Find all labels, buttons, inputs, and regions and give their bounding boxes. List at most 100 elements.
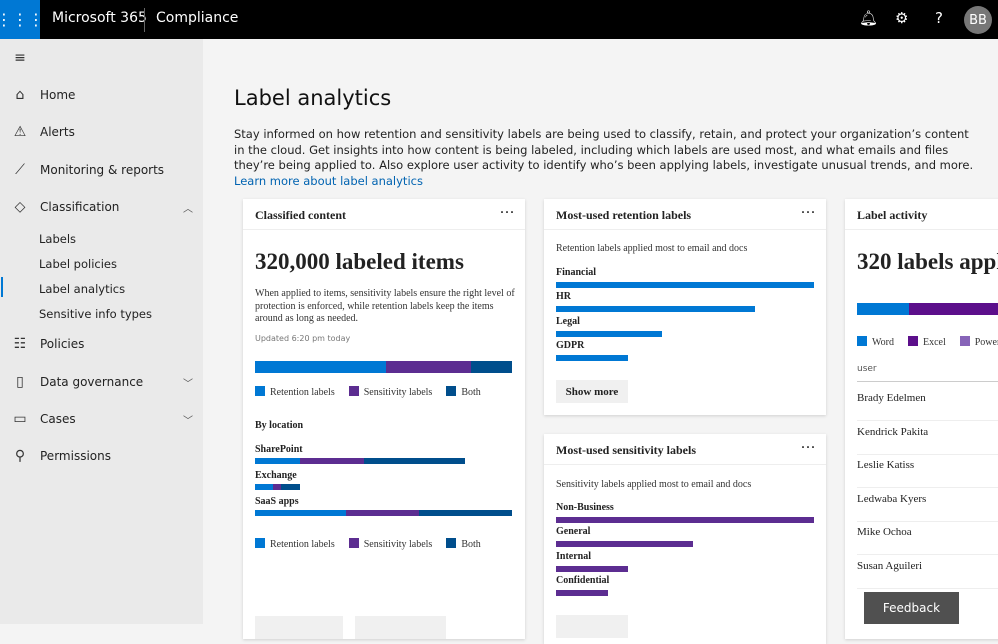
selected-indicator bbox=[1, 277, 3, 297]
more-options-icon[interactable]: ··· bbox=[800, 440, 816, 454]
label-name: Financial bbox=[556, 267, 597, 278]
label-bar[interactable] bbox=[556, 541, 693, 548]
key-icon: ⚲ bbox=[14, 448, 26, 464]
sidebar-sub-labels[interactable]: Labels bbox=[39, 232, 77, 246]
sidebar-item-permissions[interactable]: ⚲ Permissions bbox=[0, 444, 203, 468]
sidebar-item-home[interactable]: ⌂ Home bbox=[0, 83, 203, 107]
more-options-icon[interactable]: ··· bbox=[800, 205, 816, 219]
bar-segment-both bbox=[364, 458, 465, 464]
chart-icon: ⟋ bbox=[15, 162, 25, 178]
card-subtitle: Sensitivity labels applied most to email… bbox=[556, 479, 752, 490]
waffle-icon[interactable]: ⋮⋮⋮ bbox=[0, 0, 44, 39]
sidebar-item-monitoring[interactable]: ⟋ Monitoring & reports bbox=[0, 158, 203, 182]
gear-icon[interactable]: ⚙ bbox=[895, 9, 909, 27]
label-name: Non-Business bbox=[556, 502, 614, 513]
user-row[interactable]: Mike Ochoa bbox=[857, 522, 998, 555]
legend-both: Both bbox=[446, 386, 481, 398]
sidebar-sub-label-policies[interactable]: Label policies bbox=[39, 257, 117, 271]
avatar[interactable]: BB bbox=[964, 6, 992, 34]
bar-segment-excel bbox=[909, 303, 998, 315]
hamburger-icon[interactable]: ≡ bbox=[14, 50, 26, 66]
app-name[interactable]: Compliance bbox=[156, 10, 239, 26]
user-row[interactable]: Leslie Katiss bbox=[857, 455, 998, 488]
label-activity-card: Label activity 320 labels appli Word Exc… bbox=[845, 199, 998, 639]
sidebar: ≡ ⌂ Home ⚠ Alerts ⟋ Monitoring & reports ◇ C… bbox=[0, 39, 203, 624]
label-name: Confidential bbox=[556, 574, 610, 586]
total-stacked-bar bbox=[255, 361, 512, 373]
more-options-icon[interactable]: ··· bbox=[499, 205, 515, 219]
brand[interactable]: Microsoft 365 bbox=[52, 10, 147, 26]
label: Home bbox=[40, 88, 76, 102]
bar-segment-both bbox=[281, 484, 300, 490]
label-bar[interactable] bbox=[556, 330, 662, 337]
location-bar bbox=[255, 510, 512, 516]
page-title: Label analytics bbox=[234, 86, 392, 110]
label-bar[interactable] bbox=[556, 282, 814, 288]
label-name: Legal bbox=[556, 315, 580, 327]
bar-segment-sensitivity bbox=[273, 484, 281, 490]
user-row[interactable]: Kendrick Pakita bbox=[857, 422, 998, 455]
sliders-icon: ☷ bbox=[13, 336, 27, 352]
user-row[interactable]: Brady Edelmen bbox=[857, 388, 998, 421]
label: Classification bbox=[40, 200, 120, 214]
retention-labels-card: Most-used retention labels ··· Retention … bbox=[544, 199, 826, 415]
sidebar-item-classification[interactable]: ◇ Classification ︿ bbox=[0, 195, 203, 219]
sidebar-item-alerts[interactable]: ⚠ Alerts bbox=[0, 120, 203, 144]
learn-more-link[interactable]: Learn more about label analytics bbox=[234, 173, 423, 188]
sidebar-item-data-governance[interactable]: ▯ Data governance ﹀ bbox=[0, 370, 203, 394]
legend: Retention labels Sensitivity labels Both bbox=[255, 538, 481, 550]
location-label: SharePoint bbox=[255, 444, 303, 455]
location-label: Exchange bbox=[255, 470, 297, 481]
headline: 320 labels appli bbox=[857, 249, 998, 274]
home-icon: ⌂ bbox=[15, 87, 25, 103]
label: Alerts bbox=[40, 125, 75, 139]
legend: Word Excel PowerPo bbox=[857, 336, 998, 348]
bar-segment-sensitivity bbox=[300, 458, 364, 464]
label-bar[interactable] bbox=[556, 589, 608, 596]
legend-excel: Excel bbox=[907, 336, 946, 348]
card-title: Classified content bbox=[255, 208, 346, 222]
card-title: Most-used sensitivity labels bbox=[556, 443, 697, 457]
card-subtitle: Retention labels applied most to email a… bbox=[556, 243, 748, 254]
legend-word: Word bbox=[857, 336, 894, 348]
user-row[interactable]: Ledwaba Kyers bbox=[857, 489, 998, 522]
sensitivity-labels-card: Most-used sensitivity labels ··· Sensitiv… bbox=[544, 434, 826, 644]
sidebar-sub-label-analytics[interactable]: Label analytics bbox=[39, 282, 126, 296]
label-bar[interactable] bbox=[556, 565, 629, 572]
classified-content-card: Classified content ··· 320,000 labeled it… bbox=[243, 199, 525, 639]
help-icon[interactable]: ? bbox=[935, 9, 943, 27]
label-bar[interactable] bbox=[556, 354, 629, 361]
bar-segment-retention bbox=[255, 458, 300, 464]
label-bar[interactable] bbox=[556, 517, 814, 523]
sidebar-sub-sensitive-info-types[interactable]: Sensitive info types bbox=[39, 307, 152, 321]
bar-segment-both bbox=[470, 361, 512, 373]
description-text: Stay informed on how retention and sensi… bbox=[234, 127, 974, 172]
column-header-user[interactable]: user bbox=[857, 364, 998, 382]
show-more-button[interactable] bbox=[556, 615, 628, 638]
legend-sensitivity: Sensitivity labels bbox=[348, 386, 432, 398]
lock-document-icon: ▯ bbox=[16, 374, 24, 390]
label-bar[interactable] bbox=[556, 306, 755, 313]
card-action-button[interactable] bbox=[355, 616, 446, 639]
feedback-button[interactable]: Feedback bbox=[864, 592, 959, 624]
label-name: Internal bbox=[556, 550, 591, 562]
label: Permissions bbox=[40, 449, 111, 463]
bell-icon[interactable]: 🔔︎ bbox=[859, 9, 879, 27]
label-name: HR bbox=[556, 291, 571, 303]
chevron-down-icon: ﹀ bbox=[183, 415, 193, 427]
card-title: Most-used retention labels bbox=[556, 208, 692, 222]
bar-segment-sensitivity bbox=[346, 510, 419, 516]
legend-retention: Retention labels bbox=[255, 538, 335, 550]
bar-segment-both bbox=[419, 510, 512, 516]
top-bar: ⋮⋮⋮ Microsoft 365 Compliance 🔔︎ ⚙ ? BB bbox=[0, 0, 998, 39]
sidebar-item-policies[interactable]: ☷ Policies bbox=[0, 332, 203, 356]
alert-icon: ⚠ bbox=[13, 124, 27, 140]
chevron-up-icon: ︿ bbox=[183, 203, 193, 215]
label: Monitoring & reports bbox=[40, 163, 165, 177]
tag-icon: ◇ bbox=[14, 199, 26, 215]
card-action-button[interactable] bbox=[255, 616, 343, 639]
bar-segment-retention bbox=[255, 510, 346, 516]
user-row[interactable]: Susan Aguileri bbox=[857, 556, 998, 589]
sidebar-item-cases[interactable]: ▭ Cases ﹀ bbox=[0, 407, 203, 431]
show-more-button[interactable]: Show more bbox=[556, 380, 628, 403]
